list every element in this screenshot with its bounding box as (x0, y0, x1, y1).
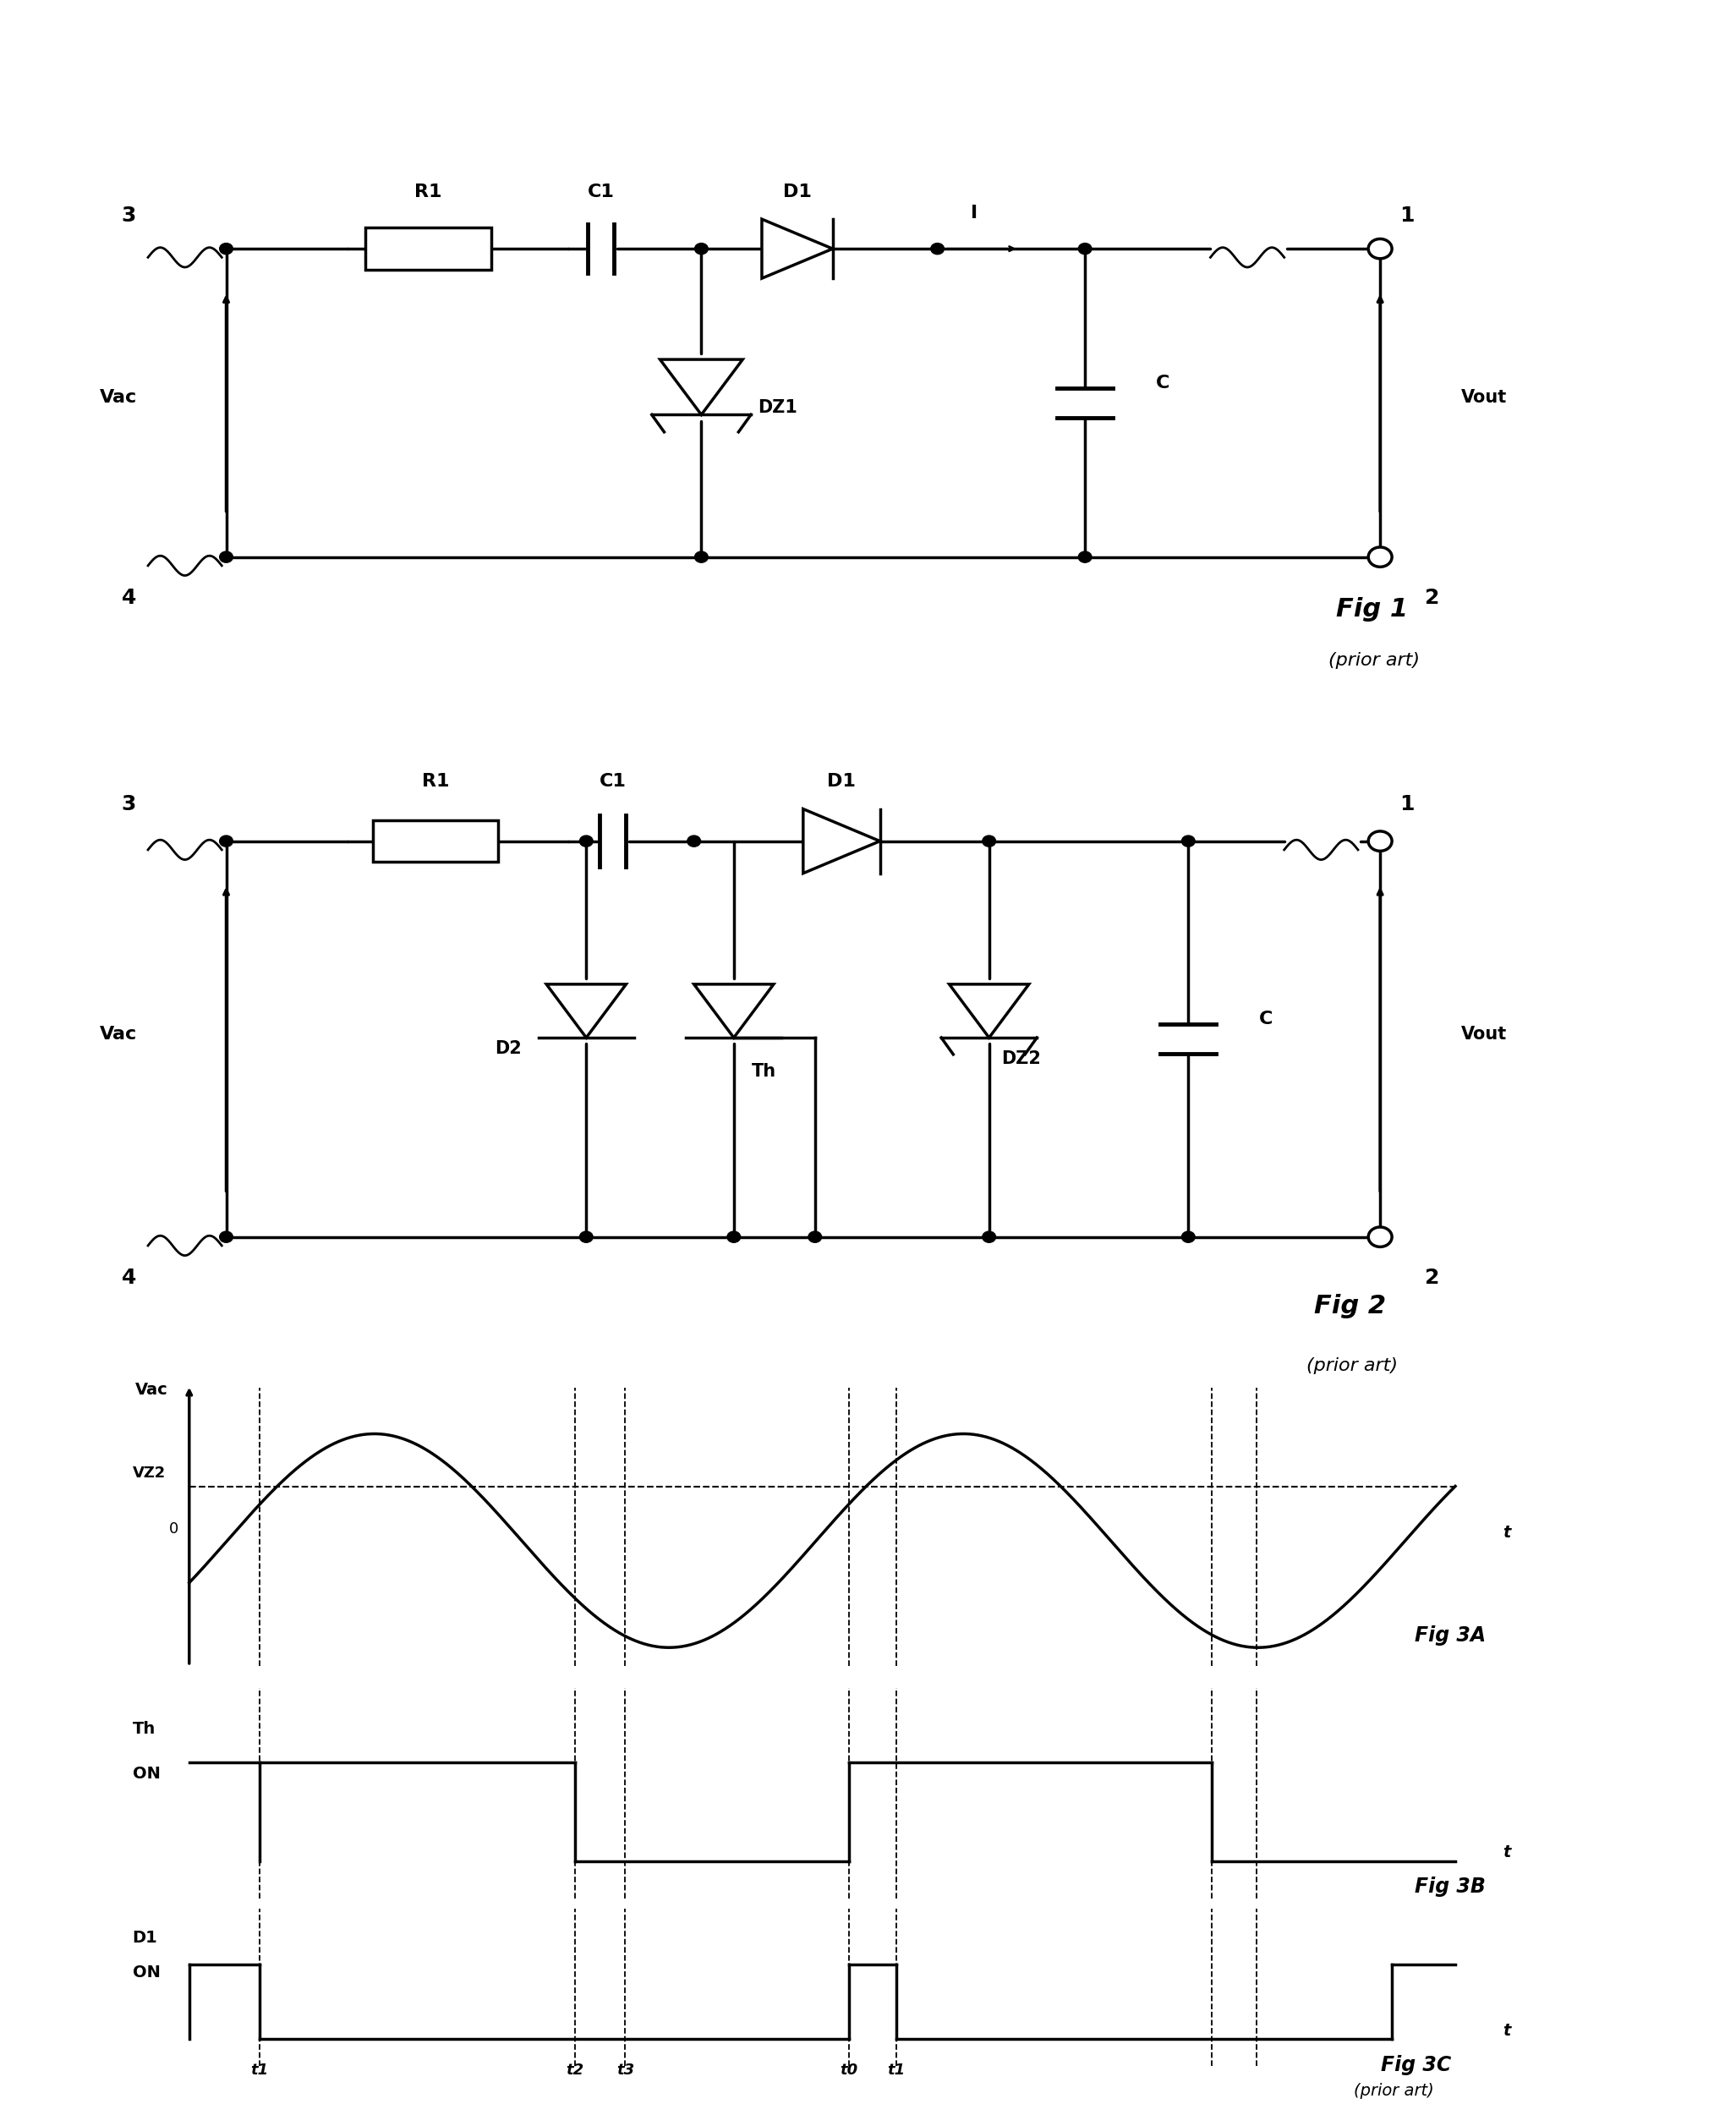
Text: Fig 2: Fig 2 (1314, 1295, 1385, 1318)
Text: (prior art): (prior art) (1307, 1356, 1397, 1373)
Text: t2: t2 (566, 2062, 583, 2077)
Circle shape (930, 242, 944, 255)
Text: (prior art): (prior art) (1328, 653, 1420, 670)
Text: Vout: Vout (1462, 389, 1507, 406)
Text: t0: t0 (840, 2062, 858, 2077)
Text: t: t (1503, 1845, 1510, 1860)
Text: D2: D2 (495, 1040, 521, 1057)
Circle shape (1368, 546, 1392, 568)
Text: 0: 0 (168, 1522, 179, 1537)
Circle shape (219, 836, 233, 846)
Text: Fig 3A: Fig 3A (1415, 1626, 1486, 1646)
Circle shape (983, 1231, 996, 1242)
Circle shape (1368, 1227, 1392, 1246)
Text: 1: 1 (1399, 795, 1415, 814)
Text: Vout: Vout (1462, 1025, 1507, 1042)
Text: I: I (970, 204, 977, 221)
Circle shape (1368, 238, 1392, 259)
Bar (366, 227, 491, 270)
Text: R1: R1 (415, 183, 443, 200)
Polygon shape (762, 219, 833, 279)
Circle shape (1078, 551, 1092, 563)
Text: VZ2: VZ2 (132, 1467, 165, 1482)
Circle shape (1078, 242, 1092, 255)
Text: D1: D1 (132, 1930, 158, 1945)
Circle shape (580, 836, 594, 846)
Text: Vac: Vac (135, 1382, 168, 1397)
Text: DZ2: DZ2 (1002, 1050, 1040, 1067)
Text: t1: t1 (250, 2062, 269, 2077)
Polygon shape (804, 810, 880, 874)
Text: 2: 2 (1425, 1267, 1439, 1288)
Text: 2: 2 (1425, 587, 1439, 608)
Text: Th: Th (132, 1720, 156, 1737)
Text: Fig 3C: Fig 3C (1380, 2054, 1451, 2075)
Text: ON: ON (132, 1964, 160, 1979)
Circle shape (809, 1231, 821, 1242)
Text: C1: C1 (587, 183, 615, 200)
Polygon shape (694, 984, 774, 1037)
Circle shape (219, 1231, 233, 1242)
Text: 4: 4 (122, 587, 135, 608)
Circle shape (727, 1231, 741, 1242)
Text: C1: C1 (599, 774, 627, 791)
Text: C: C (1156, 374, 1170, 391)
Circle shape (694, 242, 708, 255)
Text: t3: t3 (616, 2062, 634, 2077)
Text: Th: Th (752, 1063, 776, 1080)
Circle shape (694, 551, 708, 563)
Text: t1: t1 (887, 2062, 904, 2077)
Text: (prior art): (prior art) (1354, 2083, 1434, 2098)
Text: Fig 1: Fig 1 (1337, 597, 1408, 621)
Polygon shape (660, 359, 743, 415)
Text: 1: 1 (1399, 206, 1415, 225)
Circle shape (1182, 836, 1194, 846)
Text: Vac: Vac (99, 1025, 137, 1042)
Text: D1: D1 (783, 183, 812, 200)
Text: D1: D1 (826, 774, 856, 791)
Text: C: C (1259, 1010, 1272, 1027)
Circle shape (983, 836, 996, 846)
Circle shape (219, 551, 233, 563)
Text: Fig 3B: Fig 3B (1415, 1877, 1486, 1896)
Text: 3: 3 (122, 795, 135, 814)
Text: t: t (1503, 1524, 1510, 1541)
Text: 4: 4 (122, 1267, 135, 1288)
Circle shape (1182, 1231, 1194, 1242)
Polygon shape (950, 984, 1029, 1037)
Text: R1: R1 (422, 774, 450, 791)
Polygon shape (547, 984, 627, 1037)
Circle shape (219, 242, 233, 255)
Text: DZ1: DZ1 (757, 400, 797, 417)
Text: 3: 3 (122, 206, 135, 225)
Text: t: t (1503, 2022, 1510, 2039)
Text: ON: ON (132, 1767, 160, 1782)
Text: Vac: Vac (99, 389, 137, 406)
Bar (373, 821, 498, 863)
Circle shape (1368, 831, 1392, 850)
Circle shape (580, 1231, 594, 1242)
Circle shape (687, 836, 701, 846)
